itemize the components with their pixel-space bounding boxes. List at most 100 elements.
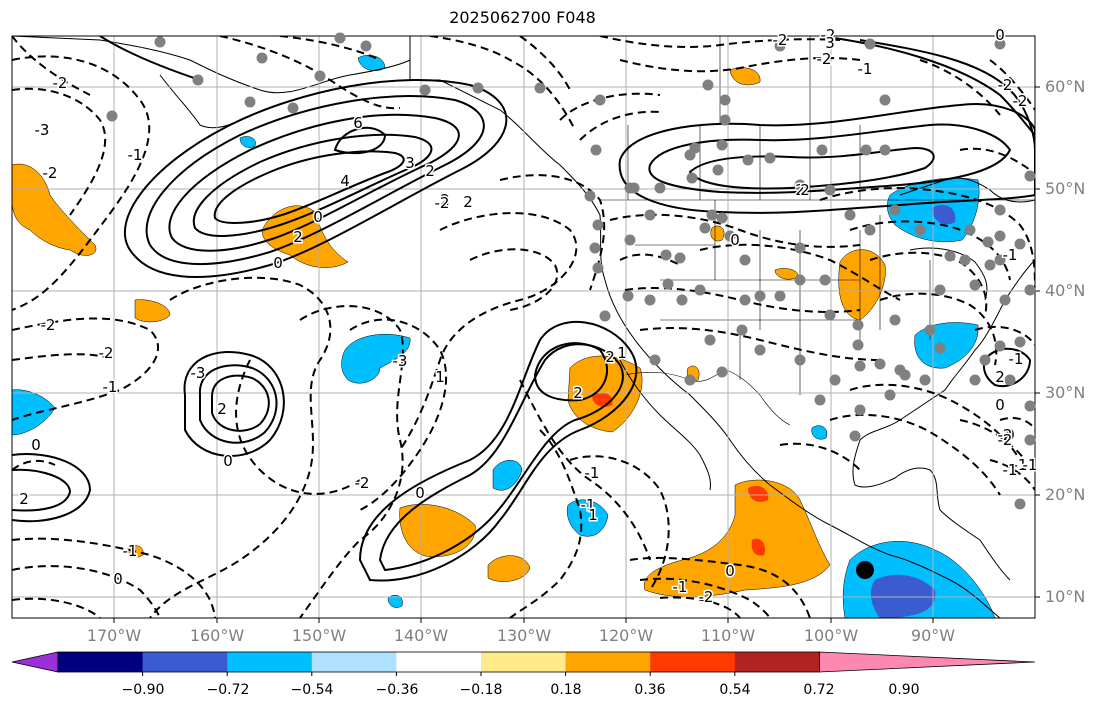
station-marker — [694, 284, 706, 296]
station-marker — [1024, 400, 1036, 412]
station-marker — [849, 430, 861, 442]
contour-label: -1 — [1003, 461, 1018, 479]
contour-label: -2 — [998, 426, 1013, 444]
station-marker — [739, 294, 751, 306]
contour-label: 2 — [217, 400, 227, 418]
contour-label: -1 — [103, 378, 118, 396]
contour-label: -1 — [123, 542, 138, 560]
contour-label: 2 — [19, 490, 29, 508]
contour-label: 4 — [340, 172, 350, 190]
lat-label: 50°N — [1045, 179, 1086, 198]
station-marker — [754, 290, 766, 302]
station-marker — [594, 94, 606, 106]
station-markers — [106, 32, 1036, 510]
station-marker — [944, 250, 956, 262]
colorbar-tick: 0.72 — [803, 682, 835, 698]
contour-label: 2 — [800, 181, 810, 199]
station-marker — [794, 179, 806, 191]
station-marker — [879, 94, 891, 106]
station-marker — [934, 284, 946, 296]
station-marker — [334, 32, 346, 44]
contour-label: -2 — [699, 588, 714, 606]
station-marker — [106, 110, 118, 122]
lon-label: 160°W — [189, 626, 245, 645]
colorbar-tick: 0.18 — [550, 682, 582, 698]
station-marker — [794, 354, 806, 366]
station-marker — [982, 236, 994, 248]
station-marker — [742, 154, 754, 166]
station-marker — [924, 324, 936, 336]
contour-label: 0 — [1005, 426, 1015, 444]
station-marker — [599, 310, 611, 322]
colorbar-tick: −0.72 — [206, 682, 250, 698]
station-marker — [662, 278, 674, 290]
station-marker — [854, 404, 866, 416]
station-marker — [934, 342, 946, 354]
station-marker — [684, 374, 696, 386]
station-marker — [660, 249, 672, 261]
contour-label: -1 — [581, 496, 596, 514]
contour-label: 0 — [995, 396, 1005, 414]
station-marker — [644, 294, 656, 306]
lon-label: 130°W — [496, 626, 552, 645]
station-marker — [1014, 238, 1026, 250]
lat-label: 20°N — [1045, 485, 1086, 504]
contour-label: 2 — [463, 193, 473, 211]
station-marker — [854, 360, 866, 372]
station-marker — [884, 389, 896, 401]
contour-label: 3 — [405, 154, 415, 172]
station-marker — [889, 314, 901, 326]
station-marker — [1024, 434, 1036, 446]
station-marker — [719, 94, 731, 106]
lon-label: 100°W — [803, 626, 859, 645]
contour-label: -2 — [817, 50, 832, 68]
station-marker — [994, 38, 1006, 50]
station-marker — [864, 38, 876, 50]
station-marker — [192, 74, 204, 86]
contour-label: 1 — [435, 368, 445, 386]
contour-label: -2 — [773, 31, 788, 49]
contour-label: 2 — [795, 181, 805, 199]
contour-label: -1 — [858, 60, 873, 78]
colorbar-segment — [565, 652, 651, 672]
station-marker — [712, 164, 724, 176]
station-marker — [360, 40, 372, 52]
graticule — [12, 36, 1035, 618]
contour-label: 6 — [353, 114, 363, 132]
colorbar — [11, 651, 1036, 676]
colorbar-tick: −0.18 — [459, 682, 503, 698]
colorbar-tick: 0.36 — [634, 682, 666, 698]
contour-label: -2 — [435, 194, 450, 212]
contour-label: -2 — [53, 74, 68, 92]
contour-label: 0 — [223, 452, 233, 470]
station-marker — [994, 340, 1006, 352]
colorbar-segment — [58, 652, 144, 672]
contour-label: -2 — [41, 316, 56, 334]
station-marker — [716, 139, 728, 151]
contour-label: 0 — [725, 562, 735, 580]
colorbar-frame — [57, 651, 820, 673]
station-marker — [686, 172, 698, 184]
station-marker — [829, 374, 841, 386]
contour-label: -2 — [998, 76, 1013, 94]
colorbar-segment — [481, 652, 567, 672]
station-marker — [984, 259, 996, 271]
colorbar-tick: −0.36 — [375, 682, 419, 698]
contour-label: 0 — [313, 208, 323, 226]
contour-label: -1 — [673, 578, 688, 596]
station-marker — [959, 254, 971, 266]
station-marker — [590, 144, 602, 156]
station-marker — [314, 70, 326, 82]
station-marker — [736, 324, 748, 336]
station-marker — [899, 369, 911, 381]
station-marker — [964, 224, 976, 236]
station-marker — [852, 339, 864, 351]
lon-label: 150°W — [291, 626, 347, 645]
contour-label: -2 — [998, 431, 1013, 449]
axis-ticks — [113, 86, 1040, 623]
contour-label: -3 — [191, 364, 206, 382]
station-marker — [1014, 498, 1026, 510]
station-marker — [1014, 336, 1026, 348]
contour-label: -2 — [99, 344, 114, 362]
